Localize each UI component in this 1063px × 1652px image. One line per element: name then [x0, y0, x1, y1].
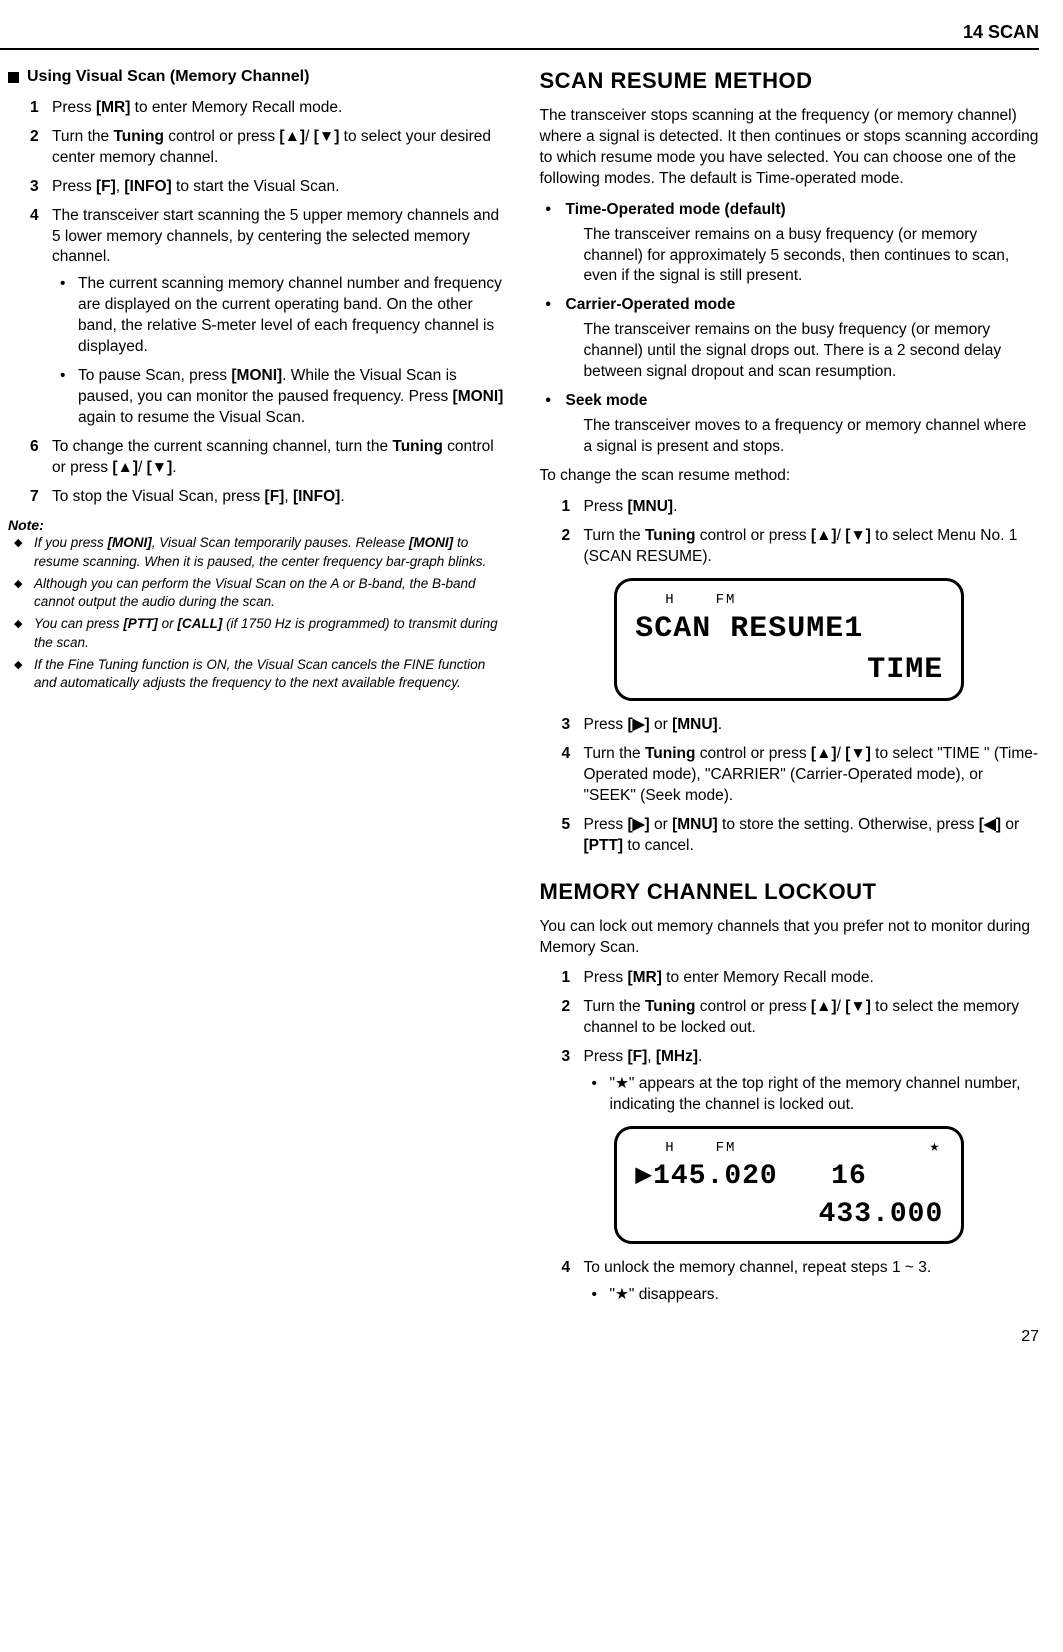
- step-number: 6: [30, 437, 39, 458]
- step-item: 6 To change the current scanning channel,…: [30, 437, 508, 479]
- square-bullet-icon: [8, 72, 19, 83]
- step-number: 4: [562, 744, 571, 765]
- step-number: 2: [562, 997, 571, 1018]
- resume-steps-1: 1 Press [MNU]. 2 Turn the Tuning control or…: [540, 497, 1040, 568]
- sub-bullet-item: "★" appears at the top right of the memo…: [584, 1074, 1040, 1116]
- left-column: Using Visual Scan (Memory Channel) 1 Pres…: [0, 66, 508, 1314]
- step-item: 2 Turn the Tuning control or press [▲]/ […: [562, 997, 1040, 1039]
- lcd2-fm: FM: [716, 1139, 737, 1158]
- right-column: SCAN RESUME METHOD The transceiver stops…: [540, 66, 1040, 1314]
- lcd1-line2: TIME: [635, 650, 943, 691]
- mode-item: Time-Operated mode (default) The transcei…: [540, 200, 1040, 288]
- step-body: Press [MNU].: [584, 498, 678, 515]
- mode-name: Carrier-Operated mode: [566, 295, 1040, 316]
- page-header: 14 SCAN: [0, 20, 1039, 50]
- step-number: 4: [30, 206, 39, 227]
- step-item: 7 To stop the Visual Scan, press [F], [IN…: [30, 487, 508, 508]
- left-steps-list: 1 Press [MR] to enter Memory Recall mode.…: [8, 98, 508, 508]
- mode-desc: The transceiver remains on the busy freq…: [566, 320, 1040, 383]
- step-item: 3 Press [F], [INFO] to start the Visual S…: [30, 177, 508, 198]
- sub-bullet-item: To pause Scan, press [MONI]. While the V…: [52, 366, 508, 429]
- lcd2-h: H: [665, 1139, 675, 1158]
- step-item: 1 Press [MR] to enter Memory Recall mode.: [562, 968, 1040, 989]
- step-number: 5: [562, 815, 571, 836]
- note-item: If you press [MONI], Visual Scan tempora…: [8, 534, 508, 570]
- resume-steps-2: 3 Press [▶] or [MNU]. 4 Turn the Tuning con…: [540, 715, 1040, 857]
- step-body: To change the current scanning channel, …: [52, 438, 494, 476]
- step-body: Press [MR] to enter Memory Recall mode.: [584, 969, 874, 986]
- mode-name: Time-Operated mode (default): [566, 200, 1040, 221]
- lockout-title: MEMORY CHANNEL LOCKOUT: [540, 877, 1040, 907]
- step-body: Press [▶] or [MNU] to store the setting.…: [584, 816, 1020, 854]
- step-item: 4 The transceiver start scanning the 5 up…: [30, 206, 508, 429]
- sub-bullets: "★" disappears.: [584, 1285, 1040, 1306]
- step-number: 7: [30, 487, 39, 508]
- left-notes-list: If you press [MONI], Visual Scan tempora…: [8, 534, 508, 692]
- lcd1-line1: SCAN RESUME1: [635, 609, 943, 650]
- step-item: 2 Turn the Tuning control or press [▲]/ […: [30, 127, 508, 169]
- mode-item: Seek mode The transceiver moves to a freq…: [540, 391, 1040, 458]
- note-item: If the Fine Tuning function is ON, the V…: [8, 656, 508, 692]
- lockout-steps-1: 1 Press [MR] to enter Memory Recall mode.…: [540, 968, 1040, 1116]
- step-body: Turn the Tuning control or press [▲]/ [▼…: [584, 998, 1020, 1036]
- mode-desc: The transceiver moves to a frequency or …: [566, 416, 1040, 458]
- lcd-display-1: H FM SCAN RESUME1 TIME: [614, 578, 964, 702]
- lcd2-star-icon: ★: [930, 1137, 940, 1159]
- step-body: Press [F], [MHz].: [584, 1048, 703, 1065]
- note-item: You can press [PTT] or [CALL] (if 1750 H…: [8, 615, 508, 651]
- step-number: 4: [562, 1258, 571, 1279]
- page-number: 27: [0, 1326, 1039, 1348]
- step-body: Press [▶] or [MNU].: [584, 716, 723, 733]
- lcd-display-2: H FM ★ ▶145.020 16 433.000: [614, 1126, 964, 1244]
- lockout-intro: You can lock out memory channels that yo…: [540, 917, 1040, 959]
- step-body: To unlock the memory channel, repeat ste…: [584, 1259, 932, 1276]
- change-intro: To change the scan resume method:: [540, 466, 1040, 487]
- step-item: 1 Press [MNU].: [562, 497, 1040, 518]
- sub-bullets: The current scanning memory channel numb…: [52, 274, 508, 428]
- step-body: Press [F], [INFO] to start the Visual Sc…: [52, 178, 339, 195]
- lcd2-line2: 433.000: [635, 1196, 943, 1234]
- mode-name: Seek mode: [566, 391, 1040, 412]
- step-body: Turn the Tuning control or press [▲]/ [▼…: [584, 527, 1018, 565]
- two-column-layout: Using Visual Scan (Memory Channel) 1 Pres…: [0, 66, 1039, 1314]
- step-number: 1: [562, 497, 571, 518]
- mode-desc: The transceiver remains on a busy freque…: [566, 225, 1040, 288]
- step-body: Press [MR] to enter Memory Recall mode.: [52, 99, 342, 116]
- step-number: 2: [30, 127, 39, 148]
- step-item: 4 Turn the Tuning control or press [▲]/ […: [562, 744, 1040, 807]
- step-number: 1: [30, 98, 39, 119]
- sub-bullets: "★" appears at the top right of the memo…: [584, 1074, 1040, 1116]
- step-number: 3: [562, 1047, 571, 1068]
- sub-bullet-item: The current scanning memory channel numb…: [52, 274, 508, 358]
- step-item: 3 Press [F], [MHz]. "★" appears at the top…: [562, 1047, 1040, 1116]
- lcd1-fm: FM: [716, 591, 737, 610]
- step-body: Turn the Tuning control or press [▲]/ [▼…: [52, 128, 491, 166]
- mode-item: Carrier-Operated mode The transceiver rem…: [540, 295, 1040, 383]
- note-item: Although you can perform the Visual Scan…: [8, 575, 508, 611]
- step-body: The transceiver start scanning the 5 upp…: [52, 207, 499, 266]
- step-item: 3 Press [▶] or [MNU].: [562, 715, 1040, 736]
- step-body: Turn the Tuning control or press [▲]/ [▼…: [584, 745, 1039, 804]
- step-item: 5 Press [▶] or [MNU] to store the setting…: [562, 815, 1040, 857]
- lcd2-line1: ▶145.020 16: [635, 1158, 943, 1196]
- step-number: 1: [562, 968, 571, 989]
- subheading-visual-scan: Using Visual Scan (Memory Channel): [8, 66, 508, 88]
- step-item: 4 To unlock the memory channel, repeat st…: [562, 1258, 1040, 1306]
- scan-resume-title: SCAN RESUME METHOD: [540, 66, 1040, 96]
- lcd1-h: H: [665, 591, 675, 610]
- scan-resume-intro: The transceiver stops scanning at the fr…: [540, 106, 1040, 190]
- step-number: 3: [30, 177, 39, 198]
- step-number: 3: [562, 715, 571, 736]
- step-number: 2: [562, 526, 571, 547]
- note-label: Note:: [8, 516, 508, 535]
- step-body: To stop the Visual Scan, press [F], [INF…: [52, 488, 345, 505]
- sub-bullet-item: "★" disappears.: [584, 1285, 1040, 1306]
- step-item: 2 Turn the Tuning control or press [▲]/ […: [562, 526, 1040, 568]
- subheading-text: Using Visual Scan (Memory Channel): [27, 66, 309, 88]
- lockout-steps-2: 4 To unlock the memory channel, repeat st…: [540, 1258, 1040, 1306]
- step-item: 1 Press [MR] to enter Memory Recall mode.: [30, 98, 508, 119]
- resume-modes-list: Time-Operated mode (default) The transcei…: [540, 200, 1040, 458]
